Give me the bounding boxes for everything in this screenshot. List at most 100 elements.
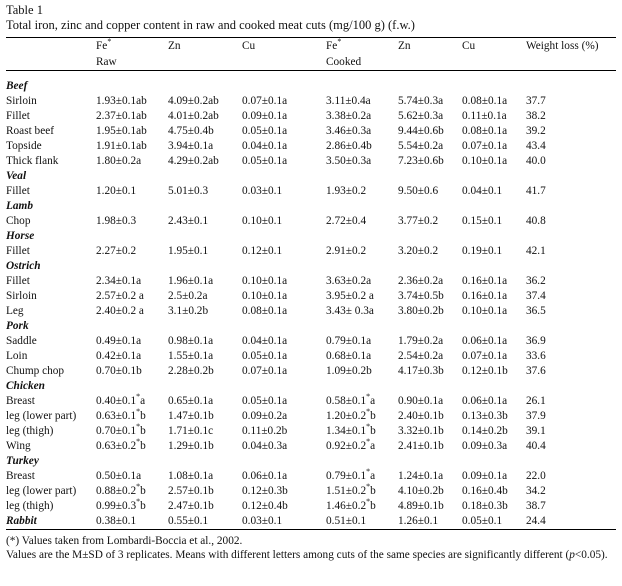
species-row: Rabbit 0.38±0.1 0.55±0.1 0.03±0.1 0.51±0.1 1.… [6, 514, 616, 530]
cut-label: Breast [6, 395, 35, 407]
cell-zn: 1.71±0.1c [168, 425, 214, 437]
cell-cfe [326, 379, 398, 394]
cell-fe: 1.98±0.3 [96, 215, 137, 227]
species-row: Turkey [6, 454, 616, 469]
cell-czn: 2.40±0.1b [398, 410, 444, 422]
cut-label: Sirloin [6, 290, 37, 302]
table-row: Fillet 1.20±0.1 5.01±0.3 0.03±0.1 1.93±0.2 9.… [6, 184, 616, 199]
cell-cfe [326, 454, 398, 469]
cell-zn: 1.47±0.1b [168, 410, 214, 422]
cell-wl: 24.4 [526, 514, 616, 530]
species-row: Beef [6, 79, 616, 94]
cell-czn: 3.80±0.2b [398, 305, 444, 317]
cell-cu [242, 379, 326, 394]
cell-zn [168, 319, 242, 334]
cell-fe: 1.91±0.1ab [96, 140, 147, 152]
cell-wl: 37.9 [526, 410, 546, 422]
header-raw: Raw [96, 54, 326, 71]
cell-wl: 40.4 [526, 440, 546, 452]
cell-wl [526, 454, 616, 469]
cell-cu: 0.05±0.1a [242, 350, 288, 362]
cell-ccu: 0.07±0.1a [462, 350, 508, 362]
cut-label: leg (thigh) [6, 500, 54, 512]
cell-zn: 3.1±0.2b [168, 305, 209, 317]
cell-czn: 9.44±0.6b [398, 125, 444, 137]
cell-zn: 2.57±0.1b [168, 485, 214, 497]
cell-czn: 3.20±0.2 [398, 245, 439, 257]
table-row: Sirloin 1.93±0.1ab 4.09±0.2ab 0.07±0.1a 3.11… [6, 94, 616, 109]
cell-cu: 0.07±0.1a [242, 95, 288, 107]
cell-wl: 22.0 [526, 470, 546, 482]
cell-zn: 4.75±0.4b [168, 125, 214, 137]
cell-cu: 0.05±0.1a [242, 395, 288, 407]
cut-label: leg (thigh) [6, 425, 54, 437]
cell-cu [242, 454, 326, 469]
cell-ccu [462, 229, 526, 244]
cell-cu: 0.05±0.1a [242, 125, 288, 137]
cell-ccu: 0.15±0.1 [462, 215, 503, 227]
cell-czn: 5.62±0.3a [398, 110, 444, 122]
cell-cu: 0.10±0.1a [242, 275, 288, 287]
species-label: Pork [6, 320, 29, 332]
cell-cu: 0.03±0.1 [242, 185, 283, 197]
table-row: leg (thigh) 0.70±0.1*b 1.71±0.1c 0.11±0.2b 1… [6, 423, 616, 439]
cell-cu: 0.10±0.1a [242, 290, 288, 302]
cell-ccu: 0.07±0.1a [462, 140, 508, 152]
species-label: Rabbit [6, 514, 96, 530]
cell-cfe: 1.93±0.2 [326, 185, 367, 197]
cell-czn: 3.77±0.2 [398, 215, 439, 227]
cell-fe: 0.50±0.1a [96, 470, 142, 482]
cell-zn: 4.09±0.2ab [168, 95, 219, 107]
cell-cfe: 2.86±0.4b [326, 140, 372, 152]
cell-ccu: 0.08±0.1a [462, 95, 508, 107]
cell-czn [398, 229, 462, 244]
cell-fe [96, 454, 168, 469]
cell-wl [526, 169, 616, 184]
cell-czn: 4.89±0.1b [398, 500, 444, 512]
cut-label: Roast beef [6, 125, 54, 137]
cell-czn: 2.36±0.2a [398, 275, 444, 287]
species-label: Lamb [6, 200, 33, 212]
cell-cfe: 2.72±0.4 [326, 215, 367, 227]
subheader-row: Raw Cooked [6, 54, 616, 71]
cut-label: Wing [6, 440, 31, 452]
cut-label: Fillet [6, 275, 30, 287]
cell-wl [526, 199, 616, 214]
cell-cfe [326, 319, 398, 334]
cell-fe: 1.80±0.2a [96, 155, 142, 167]
cell-fe: 0.70±0.1b [96, 365, 142, 377]
table-row: leg (thigh) 0.99±0.3*b 2.47±0.1b 0.12±0.4b 1… [6, 498, 616, 514]
cell-wl: 37.4 [526, 290, 546, 302]
cell-ccu [462, 259, 526, 274]
cell-cfe: 1.51±0.2*b [326, 482, 376, 497]
header-zn-raw: Zn [168, 37, 242, 54]
cell-ccu: 0.09±0.1a [462, 470, 508, 482]
cell-ccu: 0.04±0.1 [462, 185, 503, 197]
cell-zn: 4.01±0.2ab [168, 110, 219, 122]
header-row: Fe* Zn Cu Fe* Zn Cu Weight loss (%) [6, 37, 616, 54]
cell-cfe [326, 79, 398, 94]
cell-czn [398, 259, 462, 274]
cell-wl: 40.0 [526, 155, 546, 167]
cell-fe: 0.49±0.1a [96, 335, 142, 347]
cell-ccu [462, 79, 526, 94]
cell-zn: 2.47±0.1b [168, 500, 214, 512]
cell-zn [168, 379, 242, 394]
table-row: leg (lower part) 0.63±0.1*b 1.47±0.1b 0.09±… [6, 408, 616, 424]
species-row: Pork [6, 319, 616, 334]
cell-wl: 33.6 [526, 350, 546, 362]
table-row: Sirloin 2.57±0.2 a 2.5±0.2a 0.10±0.1a 3.95±0… [6, 289, 616, 304]
header-fe-cooked: Fe* [326, 37, 398, 54]
cell-cu: 0.10±0.1 [242, 215, 283, 227]
cell-wl: 39.2 [526, 125, 546, 137]
cell-fe: 2.57±0.2 a [96, 290, 144, 302]
header-cut [6, 37, 96, 54]
cell-ccu: 0.19±0.1 [462, 245, 503, 257]
cell-czn: 3.74±0.5b [398, 290, 444, 302]
cell-ccu: 0.14±0.2b [462, 425, 508, 437]
cell-cfe [326, 229, 398, 244]
cut-label: Fillet [6, 185, 30, 197]
cell-czn: 2.54±0.2a [398, 350, 444, 362]
cell-cfe: 0.79±0.1a [326, 335, 372, 347]
cell-fe [96, 379, 168, 394]
